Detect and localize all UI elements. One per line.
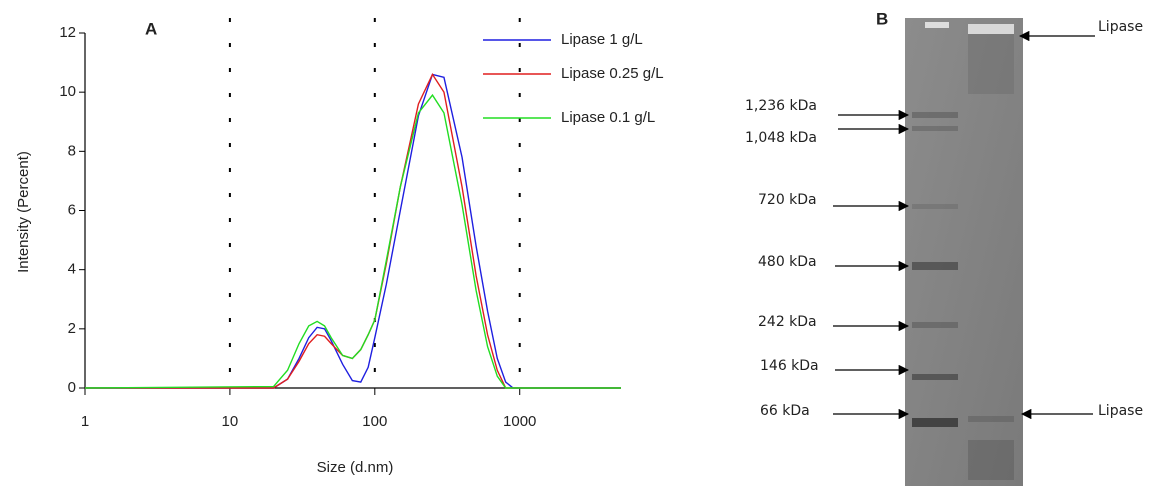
x-tick-label: 1 [81,413,89,430]
plot-area: 0 2 4 6 8 10 12 1 10 100 1000 Lipase 1 g/L Lipase 0.… [59,18,664,430]
x-tick-label: 10 [222,413,239,430]
data-line [85,72,621,389]
gel-band [912,322,958,328]
legend-label: Lipase 1 g/L [561,31,643,48]
gel-band [912,112,958,118]
data-line [84,93,621,389]
marker-label: 1,236 kDa [745,98,817,114]
y-axis-label: Intensity (Percent) [15,151,32,273]
panel-label: A [145,19,157,38]
marker-label: 720 kDa [758,192,817,208]
x-axis-label: Size (d.nm) [317,459,394,476]
y-tick-label: 10 [59,83,76,100]
x-tick-label: 1000 [503,413,536,430]
y-tick-label: 2 [68,320,76,337]
gel-band [968,416,1014,422]
legend-label: Lipase 0.1 g/L [561,109,655,126]
legend-label: Lipase 0.25 g/L [561,65,664,82]
data-line [85,73,621,389]
gel-image [905,18,1023,486]
y-tick-label: 6 [68,201,76,218]
annotation: Lipase [1098,403,1143,419]
gel-well [925,22,949,28]
gel-panel: B 1,236 kDa 1,048 kDa 720 kDa 480 kDa 24… [745,9,1143,486]
marker-label: 146 kDa [760,358,819,374]
marker-label: 1,048 kDa [745,130,817,146]
gel-smear [968,440,1014,480]
gel-smear [968,34,1014,94]
gel-band [912,418,958,427]
marker-label: 242 kDa [758,314,817,330]
gel-band [968,24,1014,34]
gel-band [912,204,958,209]
panel-label: B [876,9,888,28]
y-tick-label: 12 [59,24,76,41]
x-tick-label: 100 [362,413,387,430]
y-tick-label: 0 [68,379,76,396]
annotation: Lipase [1098,19,1143,35]
gel-band [912,374,958,380]
gel-band [912,126,958,131]
marker-label: 480 kDa [758,254,817,270]
y-tick-label: 8 [68,142,76,159]
y-tick-label: 4 [68,261,76,278]
gel-band [912,262,958,270]
marker-label: 66 kDa [760,403,810,419]
